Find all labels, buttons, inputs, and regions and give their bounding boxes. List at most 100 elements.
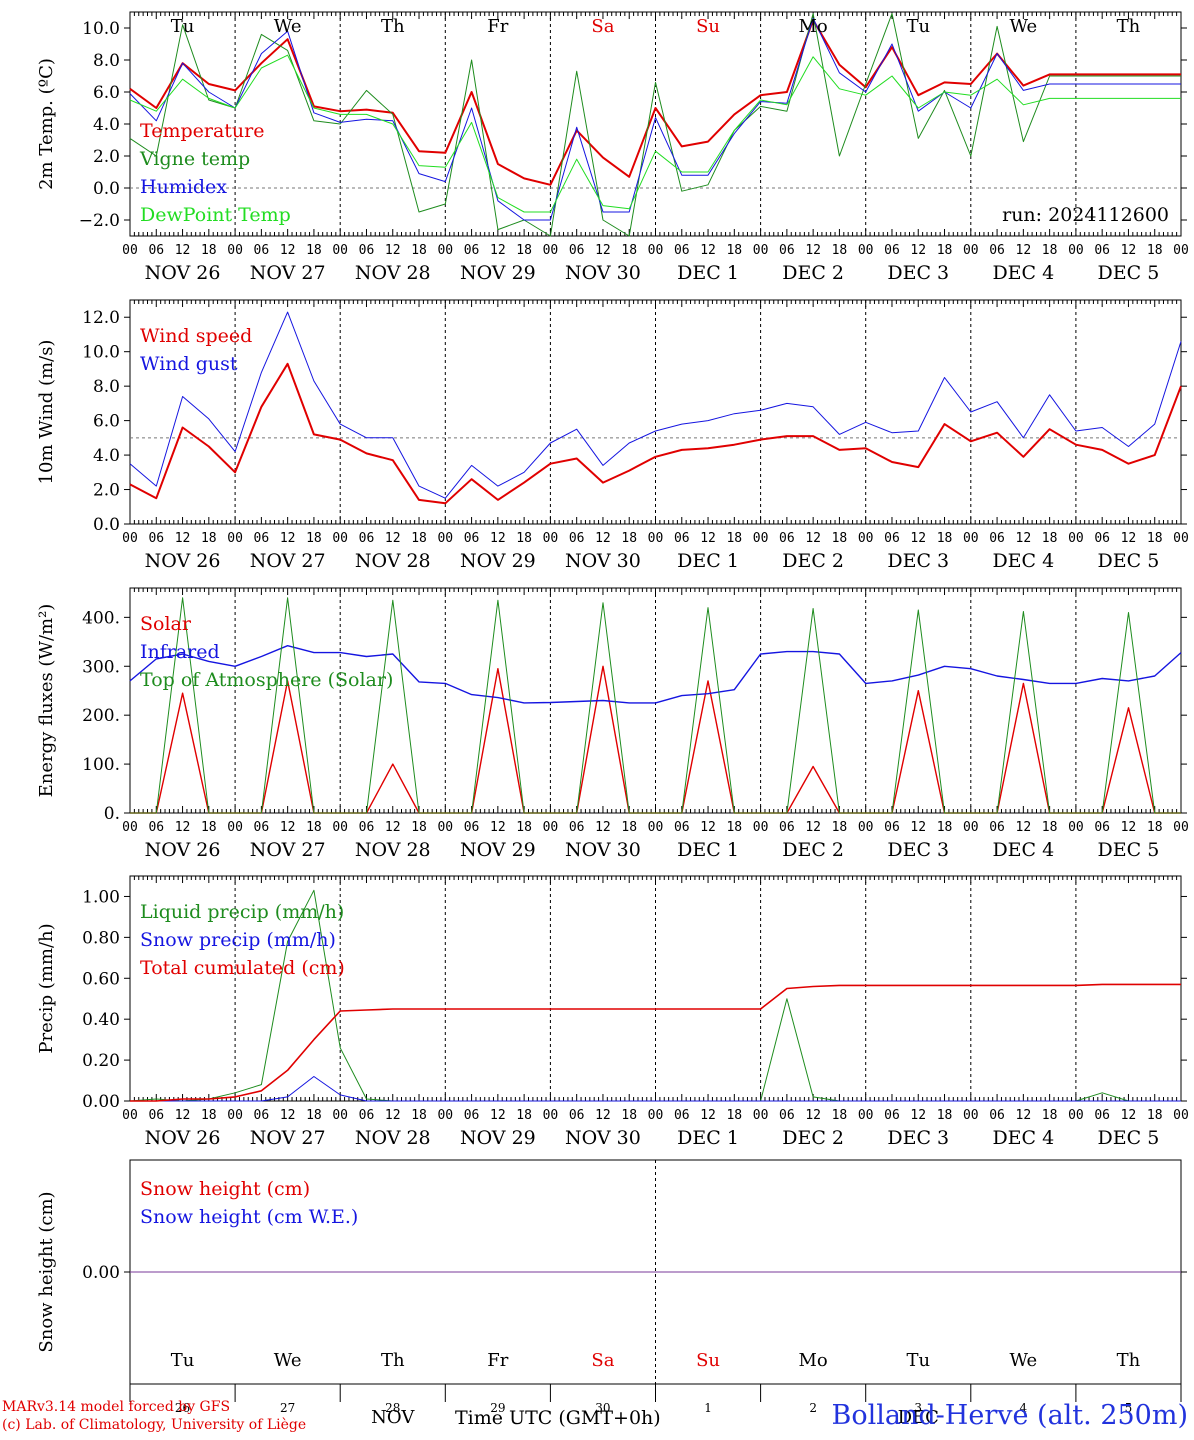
- date-label: NOV 30: [565, 1127, 641, 1149]
- day-number: 29: [490, 1401, 505, 1415]
- hour-label: 18: [937, 243, 953, 258]
- date-label: DEC 2: [782, 262, 844, 284]
- hour-label: 18: [306, 1108, 322, 1123]
- legend-entry: Wind speed: [140, 325, 252, 347]
- hour-label: 12: [280, 531, 296, 546]
- legend-entry: Snow height (cm W.E.): [140, 1206, 358, 1228]
- hour-label: 12: [1121, 531, 1137, 546]
- hour-label: 18: [621, 1108, 637, 1123]
- hour-label: 18: [621, 531, 637, 546]
- day-name: Mo: [799, 16, 828, 37]
- date-label: NOV 27: [250, 262, 326, 284]
- day-name: Th: [1117, 1350, 1141, 1371]
- hour-label: 00: [963, 531, 979, 546]
- hour-label: 06: [1094, 1108, 1110, 1123]
- hour-label: 12: [490, 1108, 506, 1123]
- date-label: DEC 5: [1098, 1127, 1160, 1149]
- hour-label: 06: [989, 243, 1005, 258]
- date-label: NOV 30: [565, 839, 641, 861]
- hour-label: 06: [254, 820, 270, 835]
- hour-label: 00: [1068, 820, 1084, 835]
- y-tick-label: 0.0: [93, 515, 120, 535]
- panel-5: [124, 1159, 1187, 1402]
- hour-label: 06: [359, 1108, 375, 1123]
- hour-label: 06: [569, 531, 585, 546]
- hour-label: 12: [595, 820, 611, 835]
- date-label: NOV 28: [355, 1127, 431, 1149]
- hour-label: 00: [753, 820, 769, 835]
- hour-label: 12: [490, 243, 506, 258]
- hour-label: 18: [1042, 820, 1058, 835]
- hour-label: 12: [1121, 1108, 1137, 1123]
- hour-label: 12: [1121, 820, 1137, 835]
- date-label: DEC 5: [1098, 839, 1160, 861]
- hour-label: 00: [1173, 243, 1189, 258]
- date-label: NOV 28: [355, 262, 431, 284]
- day-name: Sa: [591, 1350, 614, 1371]
- hour-label: 00: [543, 820, 559, 835]
- legend-entry: Solar: [140, 613, 192, 635]
- y-tick-label: 2.0: [93, 147, 120, 167]
- date-label: DEC 4: [992, 550, 1054, 572]
- hour-label: 12: [1016, 1108, 1032, 1123]
- y-axis-label: 2m Temp. (ºC): [36, 58, 57, 190]
- legend-entry: Top of Atmosphere (Solar): [140, 669, 393, 691]
- hour-label: 12: [700, 531, 716, 546]
- hour-label: 18: [937, 820, 953, 835]
- hour-label: 18: [726, 1108, 742, 1123]
- hour-label: 18: [201, 243, 217, 258]
- hour-label: 18: [1147, 243, 1163, 258]
- day-name: Tu: [906, 16, 930, 37]
- date-label: DEC 3: [887, 839, 949, 861]
- date-label: DEC 3: [887, 1127, 949, 1149]
- time-axis-label: Time UTC (GMT+0h): [455, 1407, 661, 1429]
- hour-label: 06: [254, 243, 270, 258]
- hour-label: 12: [385, 1108, 401, 1123]
- hour-label: 00: [858, 1108, 874, 1123]
- hour-label: 06: [779, 243, 795, 258]
- run-label: run: 2024112600: [1002, 204, 1169, 226]
- hour-label: 12: [1121, 243, 1137, 258]
- hour-label: 12: [595, 243, 611, 258]
- y-tick-label: 0.40: [82, 1010, 120, 1030]
- panel-1: [124, 11, 1187, 237]
- y-tick-label: 8.0: [93, 377, 120, 397]
- hour-label: 18: [516, 820, 532, 835]
- hour-label: 18: [201, 820, 217, 835]
- hour-label: 18: [726, 243, 742, 258]
- station-name: Bolland-Herve (alt. 250m): [831, 1400, 1188, 1431]
- hour-label: 18: [411, 820, 427, 835]
- day-name: Tu: [171, 1350, 195, 1371]
- hour-label: 06: [464, 243, 480, 258]
- series-line-humidex: [129, 17, 1181, 221]
- series-line-vigne-temp: [129, 13, 1181, 237]
- date-label: DEC 1: [677, 839, 739, 861]
- hour-label: 06: [148, 531, 164, 546]
- hour-label: 18: [1147, 531, 1163, 546]
- date-label: DEC 4: [992, 262, 1054, 284]
- hour-label: 06: [148, 243, 164, 258]
- date-label: NOV 26: [145, 550, 221, 572]
- hour-label: 00: [543, 531, 559, 546]
- hour-label: 06: [884, 1108, 900, 1123]
- hour-label: 00: [227, 1108, 243, 1123]
- date-label: NOV 29: [460, 839, 536, 861]
- footer-line-1: MARv3.14 model forced by GFS: [2, 1399, 231, 1415]
- hour-label: 12: [280, 820, 296, 835]
- legend-entry: Infrared: [140, 641, 220, 663]
- hour-label: 12: [700, 1108, 716, 1123]
- hour-label: 18: [1042, 1108, 1058, 1123]
- day-number: 2: [809, 1401, 817, 1415]
- date-label: DEC 3: [887, 550, 949, 572]
- y-tick-label: 4.0: [93, 115, 120, 135]
- hour-label: 06: [779, 1108, 795, 1123]
- hour-label: 12: [280, 1108, 296, 1123]
- hour-label: 06: [989, 820, 1005, 835]
- hour-label: 12: [385, 820, 401, 835]
- series-line-dewpoint-temp: [129, 54, 1181, 213]
- hour-label: 06: [1094, 820, 1110, 835]
- hour-label: 00: [437, 531, 453, 546]
- hour-label: 12: [910, 820, 926, 835]
- date-label: DEC 5: [1098, 262, 1160, 284]
